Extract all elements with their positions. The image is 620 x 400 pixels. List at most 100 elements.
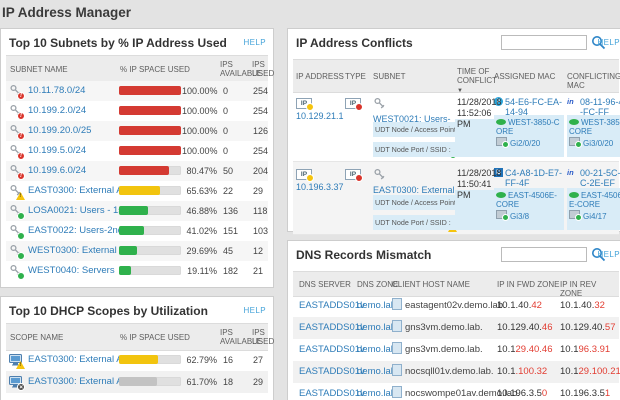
ips-available: 182 <box>223 266 238 276</box>
usage-percent: 19.11% <box>182 266 217 276</box>
dns-server-link[interactable]: EASTADDS01v <box>299 339 365 361</box>
table-row: WEST0300: External 29.69% 45 12 <box>6 241 268 261</box>
subnet-link[interactable]: 10.199.5.0/24 <box>28 145 86 156</box>
dns-zone-link[interactable]: demo.lab <box>357 317 396 339</box>
table-row: LOSA0021: Users - 1stFL 46.88% 136 118 <box>6 201 268 221</box>
assigned-mac-link[interactable]: C4-A8-1D-E7-FF-4F <box>505 168 564 188</box>
conflicting-mac-link[interactable]: 08-11-96-41-FC-FF <box>580 97 620 117</box>
usage-bar <box>119 86 181 95</box>
table-row: WEST0040: Servers 19.11% 182 21 <box>6 261 268 281</box>
ips-used: 27 <box>253 355 263 365</box>
usage-percent: 46.88% <box>182 206 217 216</box>
conflict-type-icon: IP <box>345 98 360 109</box>
dns-rows: EASTADDS01v demo.lab eastagent02v.demo.l… <box>293 295 619 400</box>
udt-node-cell: EAST-4506E-CORE Gi4/17 <box>567 188 620 230</box>
help-link[interactable]: HELP <box>244 38 267 47</box>
ip-fwd-zone: 10.196.3.50 <box>497 383 547 400</box>
host-icon <box>392 386 402 398</box>
client-host: nocsqll01v.demo.lab. <box>392 361 494 383</box>
page-title: IP Address Manager <box>2 5 131 20</box>
client-host: gns3vm.demo.lab. <box>392 317 483 339</box>
col-conflicting-mac: CONFLICTING MAC <box>567 72 620 90</box>
dns-zone-link[interactable]: demo.lab <box>357 361 396 383</box>
subnet-link[interactable]: 10.199.2.0/24 <box>28 105 86 116</box>
subnet-link[interactable]: WEST0300: External <box>28 245 117 256</box>
search-input[interactable] <box>501 247 587 262</box>
usage-percent: 29.69% <box>182 246 217 256</box>
dns-zone-link[interactable]: demo.lab <box>357 383 396 400</box>
col-ip-address: IP ADDRESS <box>296 72 344 81</box>
conflicting-mac-link[interactable]: 00-21-5C-AC-2E-EF <box>580 168 620 188</box>
conflict-time: 11:52:06 <box>457 108 499 119</box>
col-subnet: SUBNET <box>373 72 405 81</box>
table-row: EASTADDS01v demo.lab nocswompe01av.demo.… <box>293 383 619 400</box>
col-type: TYPE <box>345 72 366 81</box>
subnet-link[interactable]: 10.11.78.0/24 <box>28 85 85 96</box>
usage-bar <box>119 206 181 215</box>
subnet-link[interactable]: EAST0022: Users-2ndFl <box>28 225 131 236</box>
panel-ip-conflicts: IP Address Conflicts HELP IP ADDRESS TYP… <box>287 28 620 232</box>
ips-available: 0 <box>223 106 228 116</box>
udt-port-label: UDT Node Port / SSID : <box>373 215 457 230</box>
ips-available: 22 <box>223 186 233 196</box>
help-link[interactable]: HELP <box>598 38 620 47</box>
host-icon <box>392 342 402 354</box>
udt-node-cell: WEST-3850-CORE Gi3/0/20 <box>567 115 620 157</box>
col-dns-server: DNS SERVER <box>299 280 351 289</box>
help-link[interactable]: HELP <box>598 250 620 259</box>
usage-percent: 100.00% <box>182 126 217 136</box>
usage-bar <box>119 166 181 175</box>
ips-used: 103 <box>253 226 268 236</box>
conflict-time: 11:50:41 <box>457 179 499 190</box>
dns-server-link[interactable]: EASTADDS01v <box>299 317 365 339</box>
port-link[interactable]: Gi2/0/20 <box>510 139 540 148</box>
subnet-status-icon <box>9 204 23 218</box>
client-host: eastagent02v.demo.lab. <box>392 295 506 317</box>
table-header: IP ADDRESS TYPE SUBNET TIME OF CONFLICT … <box>293 59 619 93</box>
usage-percent: 65.63% <box>182 186 217 196</box>
table-row: EAST0300: External Access 65.63% 22 29 <box>6 181 268 201</box>
conflict-date: 11/28/2018 <box>457 97 499 108</box>
dns-zone-link[interactable]: demo.lab <box>357 295 396 317</box>
port-link[interactable]: Gi3/0/20 <box>583 139 613 148</box>
col-ips-used: IPS USED <box>252 328 274 346</box>
ips-available: 136 <box>223 206 238 216</box>
panel-title: DNS Records Mismatch <box>296 248 431 262</box>
usage-percent: 62.79% <box>182 355 217 365</box>
udt-node-label: UDT Node / Access Point: <box>373 122 457 137</box>
panel-title: Top 10 DHCP Scopes by Utilization <box>9 304 208 318</box>
dns-server-link[interactable]: EASTADDS01v <box>299 295 365 317</box>
dns-zone-link[interactable]: demo.lab <box>357 339 396 361</box>
client-host: gns3vm.demo.lab. <box>392 339 483 361</box>
help-link[interactable]: HELP <box>244 306 267 315</box>
port-link[interactable]: Gi4/17 <box>583 212 607 221</box>
subnet-link[interactable]: 10.199.20.0/25 <box>28 125 91 136</box>
ips-available: 45 <box>223 246 233 256</box>
usage-percent: 100.00% <box>182 106 217 116</box>
table-row: 10.11.78.0/24 100.00% 0 254 <box>6 81 268 101</box>
col-scope-name: SCOPE NAME <box>10 333 63 342</box>
subnet-link[interactable]: 10.199.6.0/24 <box>28 165 86 176</box>
port-link[interactable]: Gi3/8 <box>510 212 529 221</box>
usage-bar <box>119 355 181 364</box>
host-icon <box>392 320 402 332</box>
usage-bar <box>119 377 181 386</box>
panel-dhcp-scopes: Top 10 DHCP Scopes by Utilization HELP S… <box>0 296 274 400</box>
subnet-link[interactable]: WEST0040: Servers <box>28 265 115 276</box>
search-input[interactable] <box>501 35 587 50</box>
table-row: 10.199.20.0/25 100.00% 0 126 <box>6 121 268 141</box>
usage-bar <box>119 126 181 135</box>
ips-used: 254 <box>253 146 268 156</box>
conflict-ip-link[interactable]: 10.129.21.1 <box>296 111 346 121</box>
node-up-icon <box>569 192 579 198</box>
assigned-mac-link[interactable]: 54-E6-FC-EA-14-94 <box>505 97 564 117</box>
conflict-date: 11/28/2018 <box>457 168 499 179</box>
dns-server-link[interactable]: EASTADDS01v <box>299 361 365 383</box>
ip-rev-zone: 10.1.40.32 <box>560 295 605 317</box>
ip-address-icon: IP <box>296 98 311 109</box>
udt-node-label: UDT Node / Access Point: <box>373 195 457 210</box>
dns-server-link[interactable]: EASTADDS01v <box>299 383 365 400</box>
table-row: 10.199.2.0/24 100.00% 0 254 <box>6 101 268 121</box>
conflict-ip-link[interactable]: 10.196.3.37 <box>296 182 346 192</box>
col-ip-fwd: IP IN FWD ZONE <box>497 280 560 289</box>
